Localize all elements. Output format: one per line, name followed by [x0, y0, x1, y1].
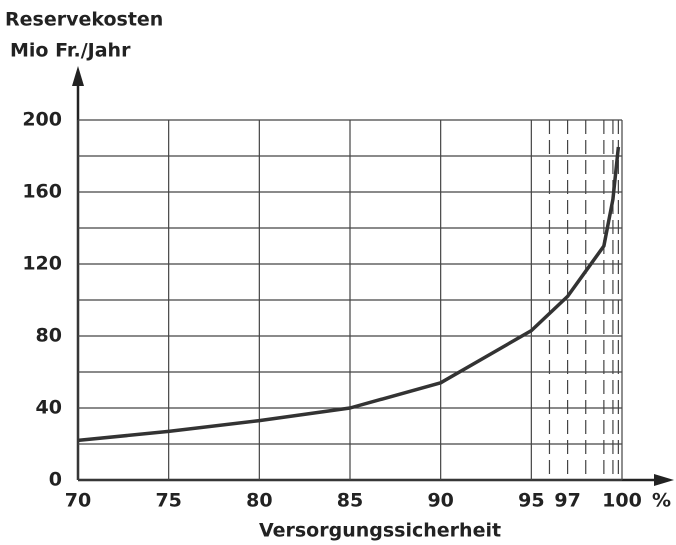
y-axis-unit: Mio Fr./Jahr — [10, 40, 131, 62]
x-tick-label: 95 — [518, 490, 544, 512]
x-tick-label: 100 — [602, 490, 642, 512]
x-tick-label: 75 — [155, 490, 181, 512]
x-axis-label: Versorgungssicherheit — [259, 520, 501, 542]
x-tick-label: 70 — [65, 490, 91, 512]
x-tick-label: 90 — [427, 490, 453, 512]
y-tick-label: 200 — [22, 109, 62, 131]
x-tick-label: 85 — [337, 490, 363, 512]
y-tick-label: 160 — [22, 181, 62, 203]
y-tick-label: 80 — [36, 325, 62, 347]
y-arrow — [72, 66, 84, 86]
x-arrow — [654, 474, 674, 486]
y-tick-label: 120 — [22, 253, 62, 275]
y-tick-label: 0 — [49, 469, 62, 491]
x-axis-unit: % — [652, 490, 671, 512]
y-tick-label: 40 — [36, 397, 62, 419]
x-tick-label: 80 — [246, 490, 272, 512]
y-axis-label: Reservekosten — [5, 9, 163, 31]
x-tick-label: 97 — [554, 490, 580, 512]
curve — [77, 146, 621, 443]
